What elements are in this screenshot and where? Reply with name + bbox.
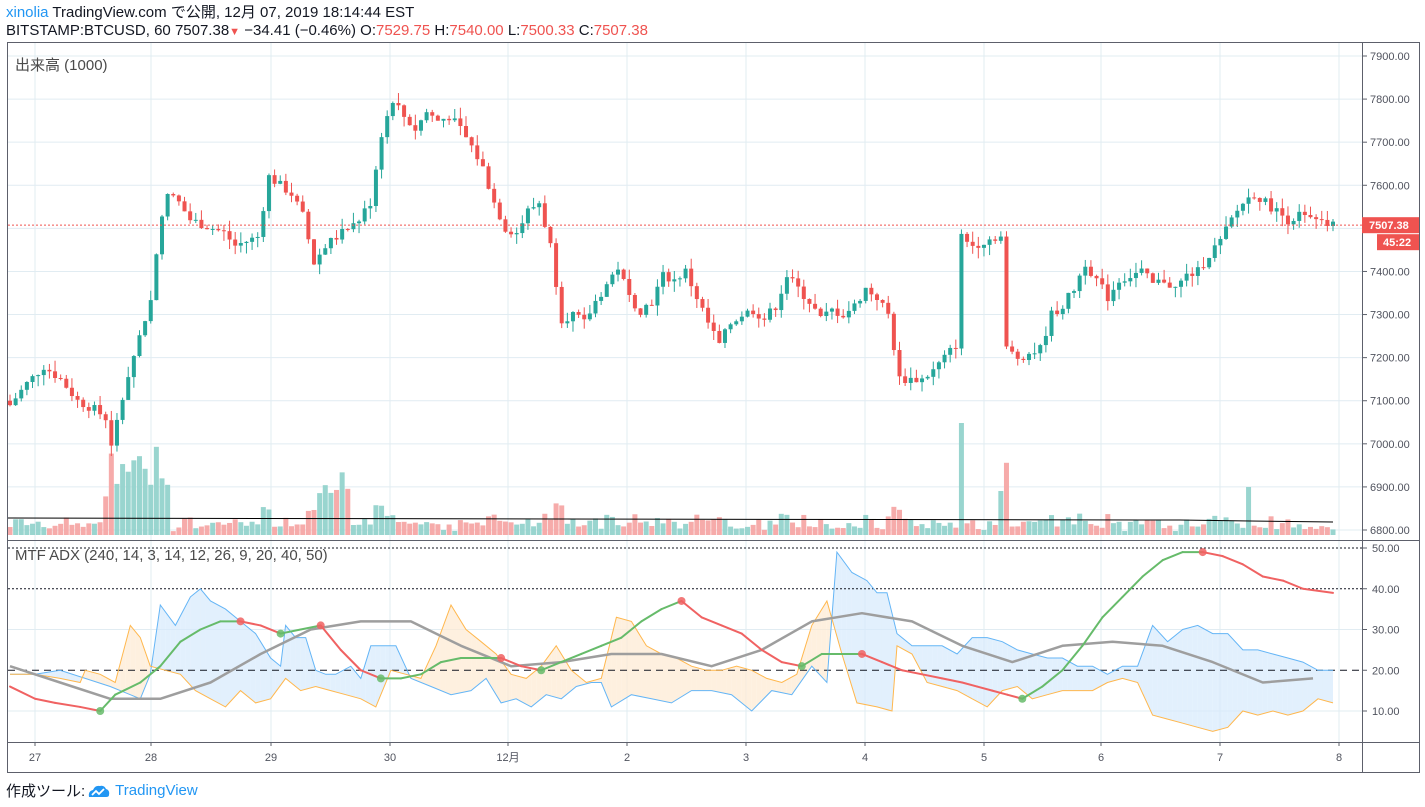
- svg-text:3: 3: [743, 752, 749, 764]
- adx-pane-label: MTF ADX (240, 14, 3, 14, 12, 26, 9, 20, …: [15, 547, 328, 564]
- tradingview-link[interactable]: TradingView: [115, 782, 198, 799]
- svg-text:6900.00: 6900.00: [1370, 482, 1410, 494]
- ohlc-line: BITSTAMP:BTCUSD, 60 7507.38▼ −34.41 (−0.…: [6, 22, 648, 41]
- adx-axis[interactable]: 50.00 40.00 30.00 20.00 10.00: [1362, 543, 1400, 718]
- price-change: −34.41 (−0.46%): [244, 22, 356, 39]
- volume-bars: [7, 423, 1336, 535]
- svg-text:7300.00: 7300.00: [1370, 310, 1410, 322]
- svg-text:7700.00: 7700.00: [1370, 137, 1410, 149]
- last-price: 7507.38: [174, 22, 230, 39]
- tradingview-logo-icon: [89, 785, 110, 797]
- footer: 作成ツール: TradingView: [6, 780, 198, 801]
- close-value: 7507.38: [593, 22, 648, 39]
- svg-text:4: 4: [862, 752, 868, 764]
- svg-text:7000.00: 7000.00: [1370, 439, 1410, 451]
- price-axis[interactable]: 7900.007800.007700.007600.007500.007400.…: [1362, 51, 1419, 537]
- svg-text:2: 2: [624, 752, 630, 764]
- svg-text:6: 6: [1098, 752, 1104, 764]
- high-value: 7540.00: [449, 22, 504, 39]
- time-axis[interactable]: 27 28 29 30 12月 2 3 4 5 6 7 8: [29, 742, 1342, 764]
- svg-text:7: 7: [1217, 752, 1223, 764]
- high-label: H:: [434, 22, 450, 39]
- svg-text:8: 8: [1336, 752, 1342, 764]
- volume-pane-label: 出来高 (1000): [15, 57, 108, 74]
- svg-text:29: 29: [265, 752, 277, 764]
- svg-text:30: 30: [384, 752, 396, 764]
- svg-text:7400.00: 7400.00: [1370, 266, 1410, 278]
- adx-indicator: [8, 547, 1362, 732]
- svg-text:50.00: 50.00: [1372, 543, 1400, 555]
- publish-text: TradingView.com で公開, 12月 07, 2019 18:14:…: [48, 4, 415, 21]
- svg-text:40.00: 40.00: [1372, 584, 1400, 596]
- low-label: L:: [507, 22, 521, 39]
- publish-line: xinolia TradingView.com で公開, 12月 07, 201…: [6, 4, 648, 22]
- open-label: O:: [360, 22, 376, 39]
- pane-borders: [7, 42, 1420, 773]
- svg-text:7800.00: 7800.00: [1370, 94, 1410, 106]
- svg-text:30.00: 30.00: [1372, 625, 1400, 637]
- low-value: 7500.33: [520, 22, 575, 39]
- svg-text:28: 28: [145, 752, 157, 764]
- symbol-label: BITSTAMP:BTCUSD, 60: [6, 22, 171, 39]
- svg-text:10.00: 10.00: [1372, 706, 1400, 718]
- svg-text:20.00: 20.00: [1372, 665, 1400, 677]
- svg-text:7600.00: 7600.00: [1370, 180, 1410, 192]
- svg-text:45:22: 45:22: [1383, 237, 1411, 249]
- svg-text:6800.00: 6800.00: [1370, 525, 1410, 537]
- chart-header: xinolia TradingView.com で公開, 12月 07, 201…: [6, 4, 648, 41]
- svg-text:5: 5: [981, 752, 987, 764]
- price-candles: [8, 93, 1362, 457]
- made-with-label: 作成ツール:: [6, 783, 86, 800]
- author-link[interactable]: xinolia: [6, 4, 49, 21]
- svg-text:27: 27: [29, 752, 41, 764]
- close-label: C:: [578, 22, 594, 39]
- svg-text:7100.00: 7100.00: [1370, 396, 1410, 408]
- svg-text:12月: 12月: [496, 752, 519, 764]
- svg-text:7900.00: 7900.00: [1370, 51, 1410, 63]
- svg-text:7507.38: 7507.38: [1369, 220, 1409, 232]
- down-arrow-icon: ▼: [229, 26, 241, 38]
- open-value: 7529.75: [376, 22, 431, 39]
- svg-text:7200.00: 7200.00: [1370, 353, 1410, 365]
